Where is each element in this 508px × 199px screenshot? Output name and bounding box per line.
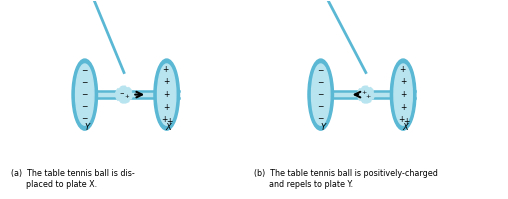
Text: −: − [82, 114, 88, 123]
Text: +: + [366, 94, 371, 99]
Text: (b)  The table tennis ball is positively-charged
      and repels to plate Y.: (b) The table tennis ball is positively-… [254, 169, 438, 189]
Text: X: X [166, 123, 172, 133]
Text: +: + [163, 65, 169, 74]
Text: −: − [82, 66, 88, 76]
Text: Y: Y [84, 123, 89, 133]
Ellipse shape [394, 64, 412, 125]
Text: +: + [400, 77, 406, 86]
Text: +: + [400, 90, 406, 99]
Text: −: − [318, 102, 324, 111]
Text: +: + [399, 65, 405, 74]
Text: −: − [318, 114, 324, 123]
Text: Y: Y [320, 123, 325, 133]
Text: +: + [403, 117, 409, 126]
Text: −: − [82, 90, 88, 99]
Text: −: − [82, 78, 88, 87]
Text: +: + [162, 115, 168, 124]
Text: +: + [124, 94, 129, 99]
Text: −: − [318, 90, 324, 99]
Ellipse shape [72, 59, 98, 130]
Ellipse shape [157, 64, 176, 125]
Text: −: − [318, 78, 324, 87]
Text: +: + [167, 117, 173, 126]
Text: +: + [400, 103, 406, 112]
Text: −: − [119, 91, 123, 96]
Text: (a)  The table tennis ball is dis-
      placed to plate X.: (a) The table tennis ball is dis- placed… [11, 169, 135, 189]
Ellipse shape [308, 59, 333, 130]
Circle shape [358, 86, 374, 103]
Text: +: + [164, 90, 170, 99]
Ellipse shape [154, 59, 179, 130]
Text: X: X [402, 123, 408, 133]
Ellipse shape [390, 59, 416, 130]
Text: −: − [82, 102, 88, 111]
Ellipse shape [76, 64, 94, 125]
Text: +: + [361, 90, 366, 95]
Text: +: + [164, 103, 170, 112]
Ellipse shape [311, 64, 330, 125]
Text: +: + [398, 115, 404, 124]
Circle shape [116, 86, 133, 103]
Text: −: − [318, 66, 324, 76]
Text: +: + [164, 77, 170, 86]
